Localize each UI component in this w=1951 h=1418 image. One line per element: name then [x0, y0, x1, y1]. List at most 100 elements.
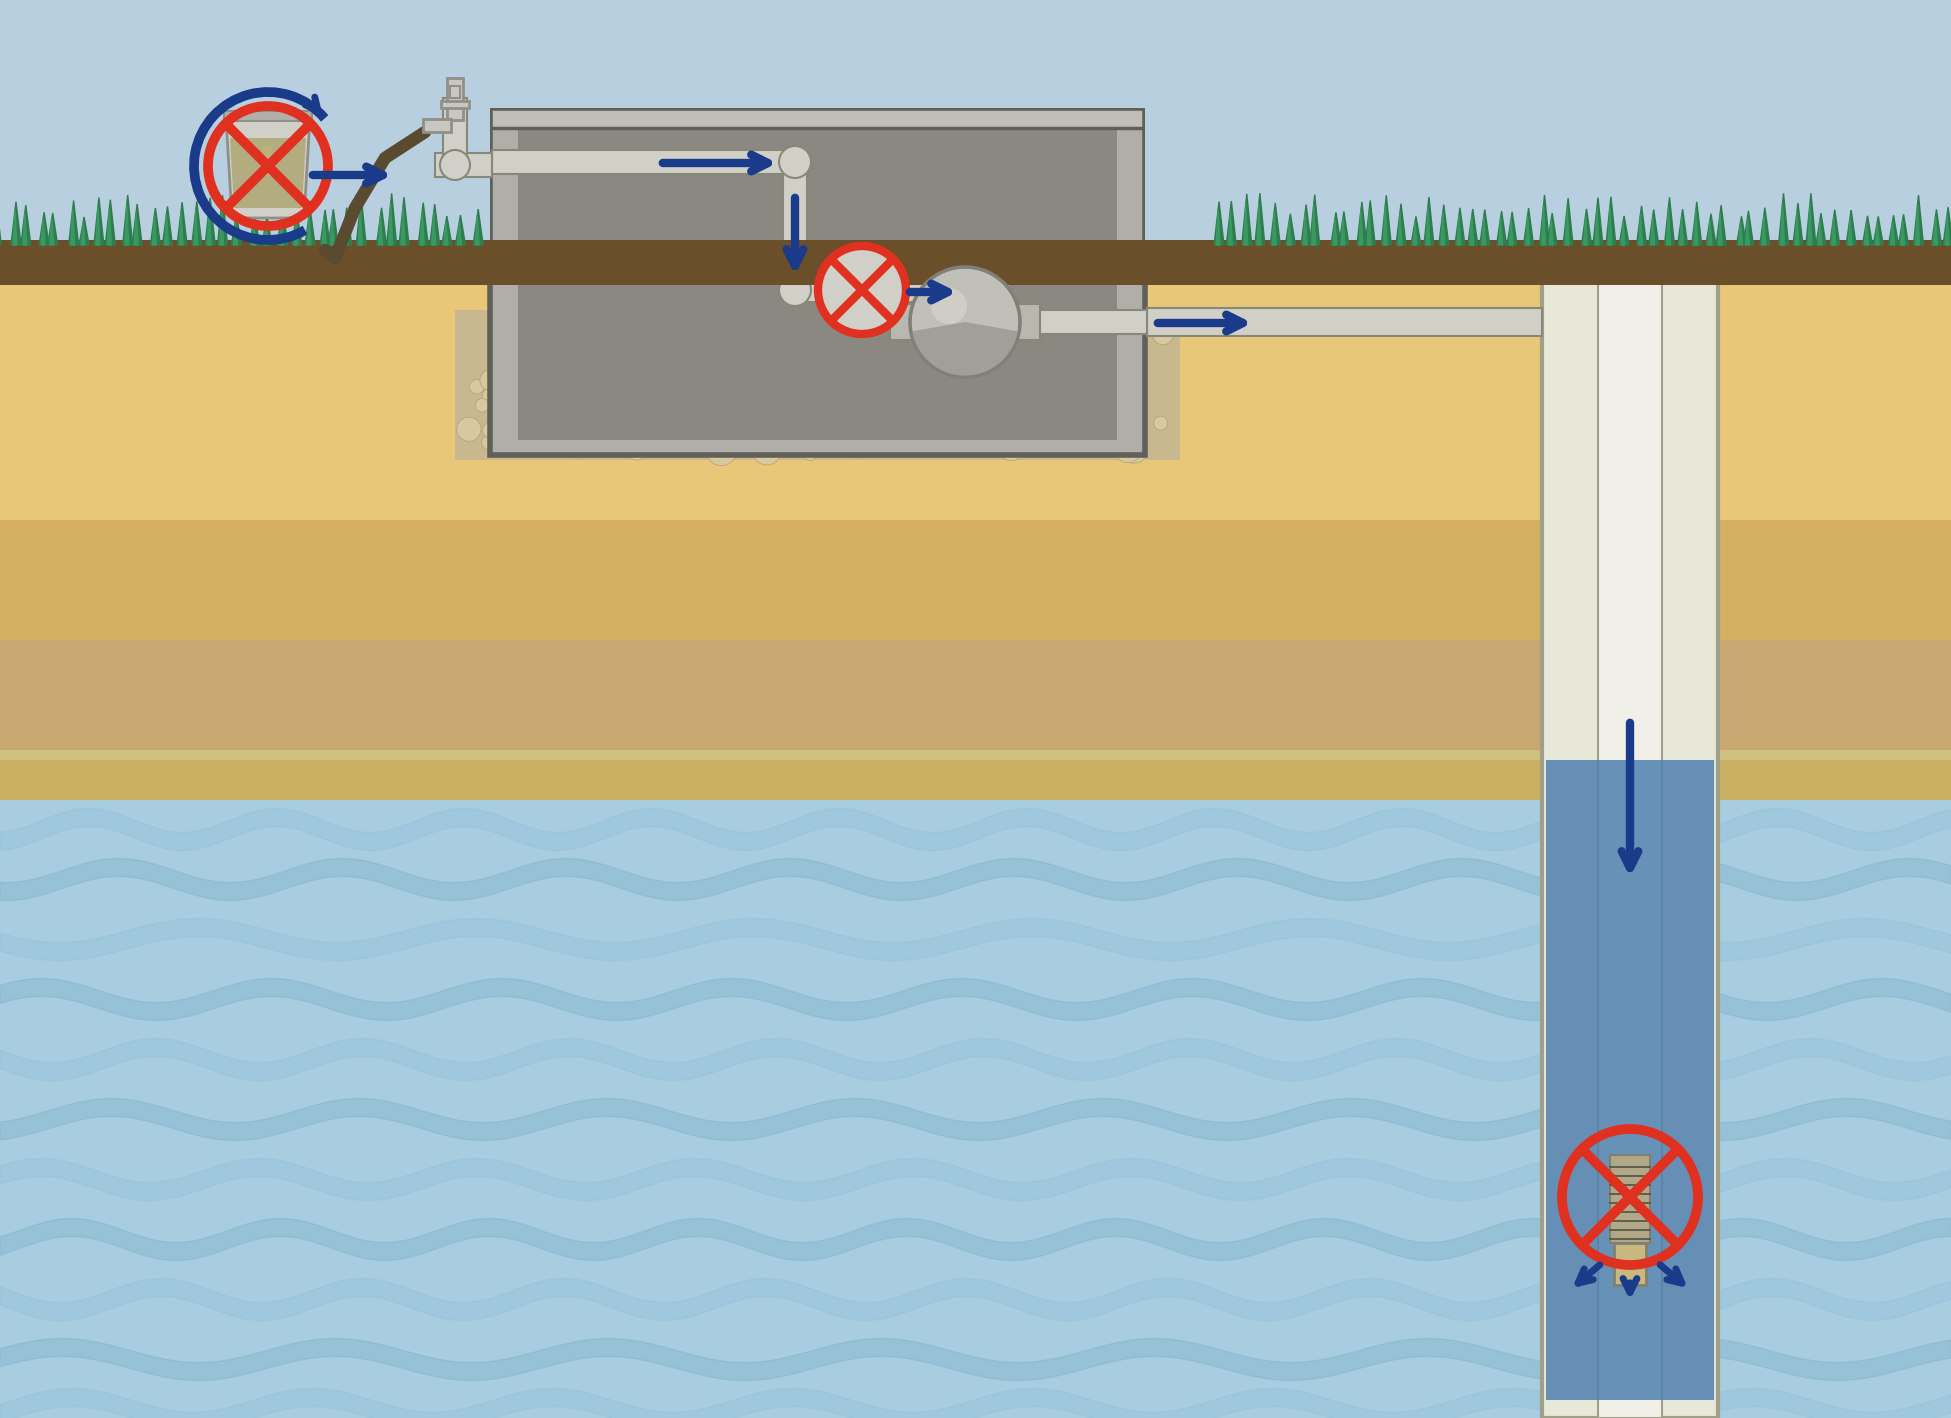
Circle shape — [880, 438, 892, 450]
Circle shape — [802, 445, 817, 461]
Circle shape — [1153, 415, 1169, 430]
Circle shape — [817, 245, 905, 335]
Polygon shape — [1539, 196, 1549, 245]
Polygon shape — [445, 221, 449, 245]
Circle shape — [476, 398, 490, 413]
Polygon shape — [1848, 217, 1851, 245]
Polygon shape — [1455, 207, 1465, 245]
Circle shape — [716, 435, 741, 461]
Polygon shape — [164, 214, 168, 245]
Polygon shape — [359, 207, 363, 245]
Circle shape — [851, 413, 870, 432]
Polygon shape — [1945, 214, 1949, 245]
Circle shape — [732, 440, 743, 452]
Polygon shape — [0, 800, 1951, 1418]
Circle shape — [566, 432, 591, 458]
Circle shape — [1071, 339, 1095, 363]
Polygon shape — [1399, 211, 1403, 245]
Polygon shape — [1496, 211, 1506, 245]
Circle shape — [554, 347, 572, 364]
Circle shape — [595, 408, 611, 424]
Polygon shape — [1541, 206, 1545, 245]
Polygon shape — [476, 217, 480, 245]
Polygon shape — [402, 207, 406, 245]
Polygon shape — [1467, 208, 1477, 245]
Circle shape — [812, 315, 827, 330]
Polygon shape — [1933, 217, 1937, 245]
Circle shape — [856, 318, 878, 340]
Circle shape — [595, 313, 611, 329]
Polygon shape — [1807, 193, 1816, 245]
Circle shape — [537, 403, 562, 427]
Polygon shape — [1606, 197, 1615, 245]
Circle shape — [1030, 383, 1052, 403]
Polygon shape — [1214, 201, 1223, 245]
Polygon shape — [1309, 194, 1319, 245]
Polygon shape — [133, 204, 142, 245]
Polygon shape — [1145, 0, 1951, 240]
Circle shape — [950, 303, 979, 333]
Polygon shape — [232, 216, 242, 245]
Circle shape — [673, 372, 700, 400]
Polygon shape — [1524, 208, 1533, 245]
Polygon shape — [1621, 221, 1625, 245]
Polygon shape — [1891, 221, 1894, 245]
Circle shape — [821, 393, 833, 403]
Polygon shape — [193, 210, 197, 245]
Circle shape — [1022, 414, 1050, 442]
Polygon shape — [1818, 220, 1822, 245]
Bar — [423, 119, 451, 132]
Polygon shape — [1241, 194, 1253, 245]
Circle shape — [628, 360, 654, 386]
Polygon shape — [0, 0, 1951, 240]
Circle shape — [681, 376, 704, 400]
Polygon shape — [1863, 216, 1873, 245]
Circle shape — [907, 328, 933, 352]
Polygon shape — [1381, 196, 1391, 245]
Polygon shape — [1707, 220, 1711, 245]
Polygon shape — [304, 208, 314, 245]
Polygon shape — [1549, 220, 1553, 245]
Polygon shape — [135, 213, 139, 245]
Polygon shape — [1582, 208, 1592, 245]
Circle shape — [622, 313, 650, 342]
Circle shape — [759, 345, 780, 367]
Circle shape — [470, 380, 484, 394]
Polygon shape — [219, 196, 228, 245]
Polygon shape — [1229, 210, 1233, 245]
Circle shape — [835, 326, 864, 356]
Polygon shape — [1245, 204, 1249, 245]
Polygon shape — [220, 206, 224, 245]
Polygon shape — [250, 214, 259, 245]
Polygon shape — [1639, 214, 1643, 245]
Circle shape — [886, 311, 899, 322]
Polygon shape — [322, 217, 326, 245]
Polygon shape — [386, 193, 396, 245]
Polygon shape — [1943, 207, 1951, 245]
Polygon shape — [1889, 216, 1898, 245]
Circle shape — [656, 309, 677, 332]
Polygon shape — [1526, 216, 1530, 245]
Circle shape — [523, 359, 538, 374]
Polygon shape — [178, 203, 187, 245]
Circle shape — [888, 333, 899, 345]
Circle shape — [1079, 413, 1102, 435]
Polygon shape — [1356, 201, 1368, 245]
Circle shape — [683, 408, 706, 431]
Circle shape — [496, 425, 517, 447]
Circle shape — [671, 349, 697, 373]
Polygon shape — [455, 311, 1180, 459]
Polygon shape — [1311, 204, 1315, 245]
Circle shape — [480, 370, 501, 390]
Polygon shape — [1215, 210, 1219, 245]
Polygon shape — [490, 108, 519, 455]
Circle shape — [778, 274, 812, 306]
Polygon shape — [378, 216, 382, 245]
Polygon shape — [252, 220, 256, 245]
Polygon shape — [1678, 210, 1688, 245]
Polygon shape — [1900, 220, 1904, 245]
Polygon shape — [1301, 204, 1311, 245]
Circle shape — [712, 303, 739, 332]
Polygon shape — [293, 213, 302, 245]
Polygon shape — [1664, 197, 1674, 245]
